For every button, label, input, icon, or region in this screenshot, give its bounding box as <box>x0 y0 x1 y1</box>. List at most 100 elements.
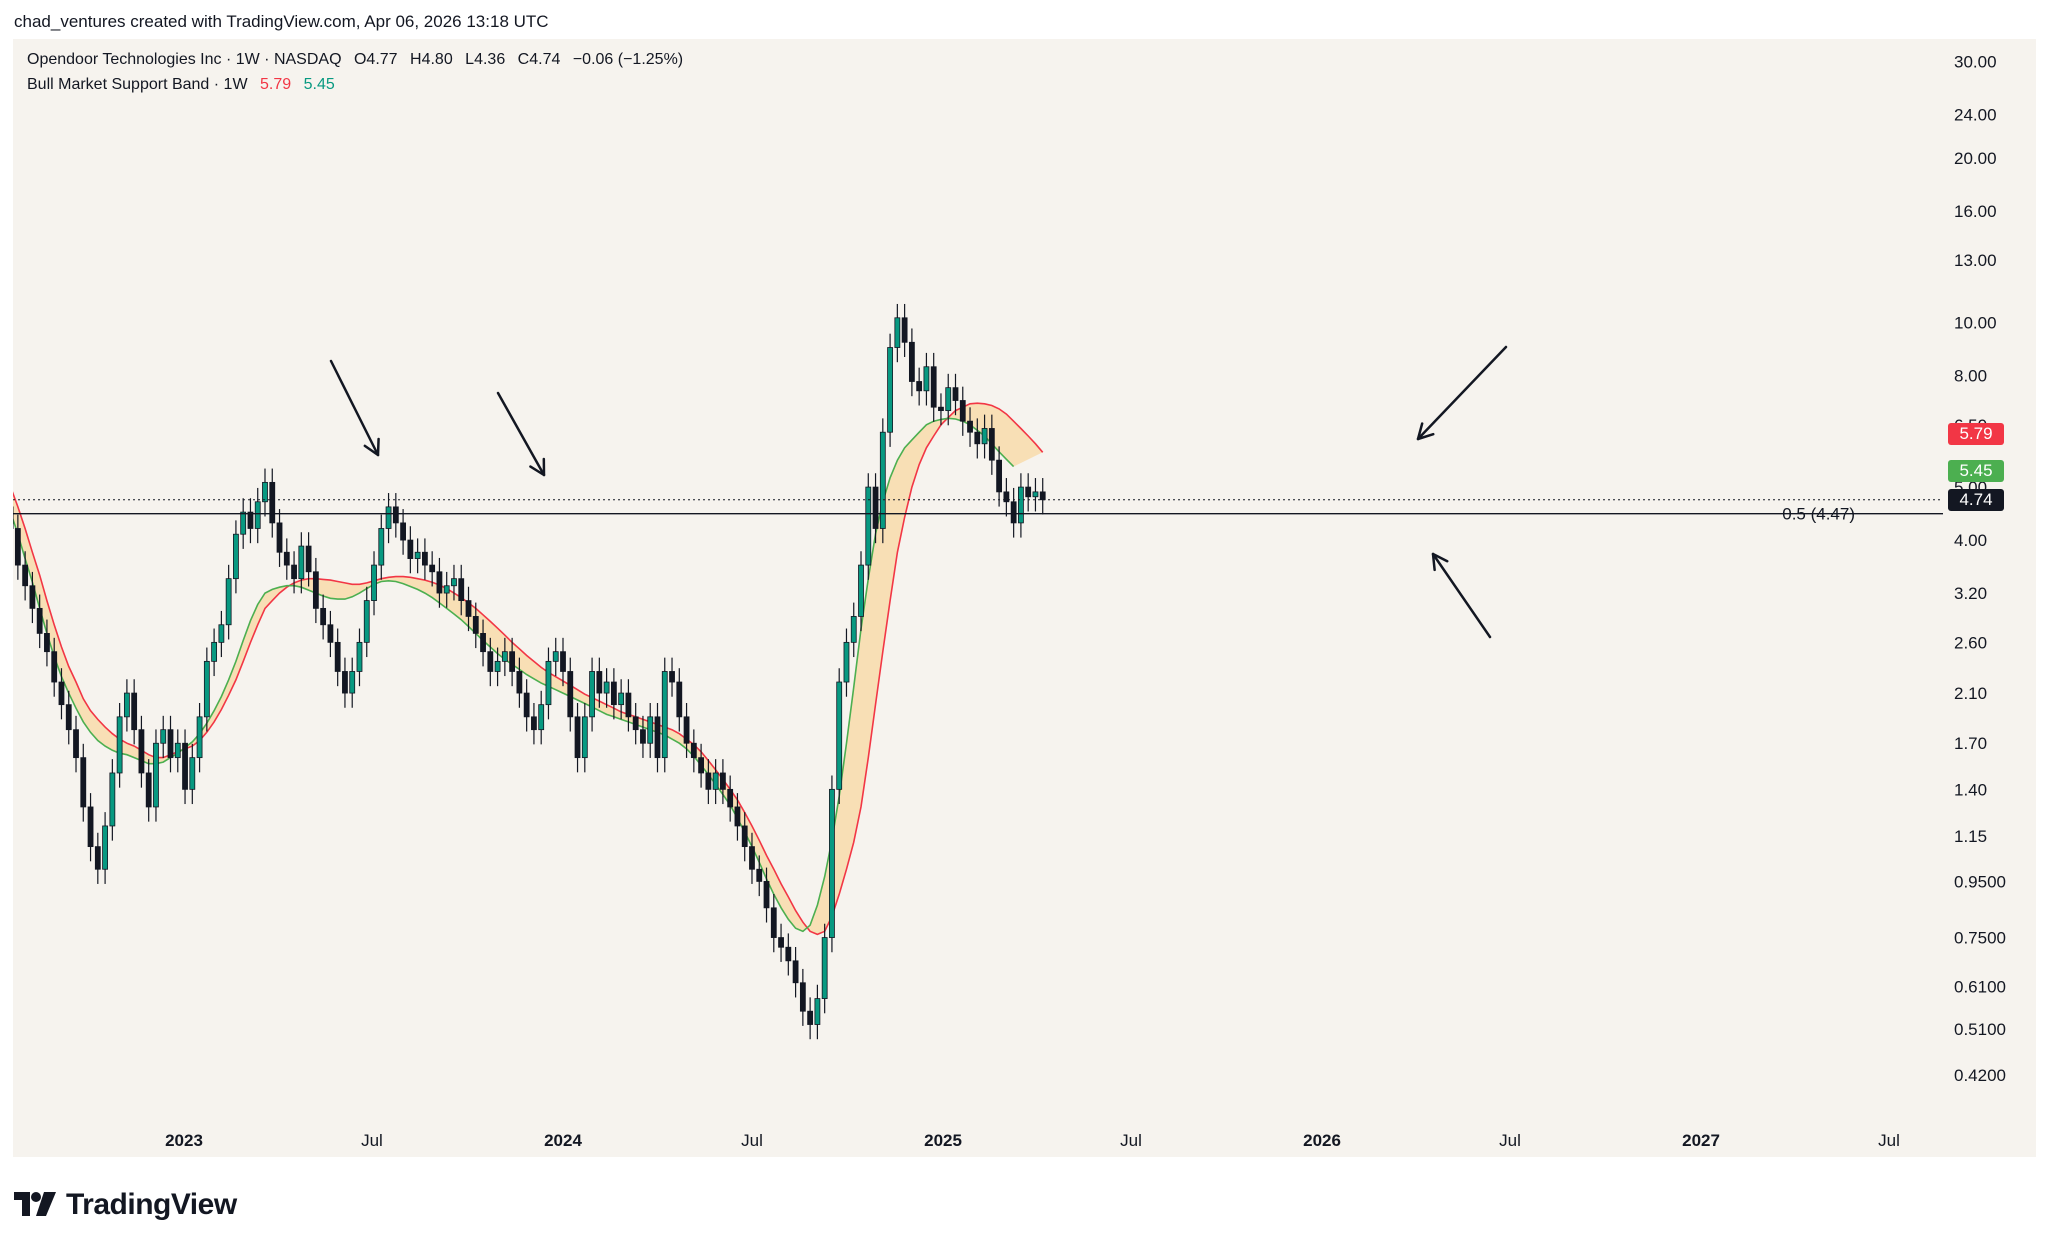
candle <box>574 703 581 773</box>
candle-body <box>945 387 952 412</box>
candle-body <box>145 772 152 808</box>
candle-body <box>850 616 857 643</box>
candle-body <box>523 692 530 718</box>
candle-body <box>1010 501 1017 524</box>
candle-body <box>451 578 457 587</box>
candle <box>44 619 50 667</box>
candle-body <box>574 716 581 759</box>
candle <box>472 602 479 649</box>
y-tick-label: 8.00 <box>1954 366 1987 385</box>
candle <box>283 538 290 580</box>
ohlc-change: −0.06 (−1.25%) <box>572 51 684 68</box>
arrow-head <box>1416 422 1435 441</box>
candle-body <box>894 317 901 348</box>
candle <box>814 984 821 1040</box>
candle-body <box>378 528 385 566</box>
x-tick-label: Jul <box>361 1131 383 1150</box>
candle-body <box>625 692 632 718</box>
candle <box>552 637 559 677</box>
candle-body <box>676 681 683 718</box>
candle-body <box>363 600 370 643</box>
candle <box>356 628 363 687</box>
candle-body <box>930 366 937 408</box>
candle <box>225 564 232 640</box>
chart-panel[interactable]: 0.5 (4.47) 30.00 24.00 20.00 16.00 13.00 10.0… <box>13 39 2036 1157</box>
candle-body <box>131 692 138 731</box>
candle-body <box>567 671 574 718</box>
candle-body <box>480 632 486 653</box>
candle <box>262 468 268 517</box>
candle <box>167 715 174 773</box>
candle-body <box>225 578 232 626</box>
candle-body <box>603 681 610 694</box>
symbol-title: Opendoor Technologies Inc · 1W · NASDAQ <box>27 51 342 68</box>
candle <box>908 328 915 397</box>
candle-body <box>908 341 915 382</box>
candle <box>305 532 312 587</box>
candle-body <box>276 522 283 553</box>
candle <box>843 628 850 697</box>
candle <box>458 564 465 616</box>
candle <box>720 759 726 805</box>
upper-band-line <box>13 402 1044 936</box>
annotation-arrow <box>329 359 380 457</box>
x-tick-label: 2027 <box>1682 1131 1720 1150</box>
candle-body <box>291 564 297 580</box>
candle-body <box>988 428 995 461</box>
attribution-header: chad_ventures created with TradingView.c… <box>14 12 549 31</box>
candle <box>778 923 784 962</box>
candle-body <box>705 772 712 790</box>
candle <box>334 628 341 687</box>
candle <box>981 414 988 459</box>
y-tick-label: 4.00 <box>1954 531 1987 550</box>
candle <box>29 571 36 624</box>
candle-body <box>981 428 988 445</box>
candle-body <box>974 431 981 445</box>
candle-body <box>371 564 377 601</box>
candle <box>610 668 617 720</box>
candlestick-chart[interactable]: 0.5 (4.47) 30.00 24.00 20.00 16.00 13.00 10.0… <box>13 39 2036 1157</box>
candle-body <box>741 825 748 848</box>
tradingview-logo-icon <box>14 1192 56 1216</box>
candle <box>661 657 668 773</box>
candle-body <box>102 825 108 870</box>
candle <box>1018 473 1024 538</box>
candle-body <box>254 501 261 529</box>
y-tick-label: 0.5100 <box>1954 1020 2006 1039</box>
candle <box>501 637 508 677</box>
candle <box>676 668 683 732</box>
candle <box>560 637 566 687</box>
candle <box>254 487 261 544</box>
candle-body <box>858 564 864 617</box>
candle <box>858 551 864 632</box>
candle-body <box>749 846 755 870</box>
candle-body <box>211 641 218 662</box>
candle-body <box>879 431 886 529</box>
candle <box>945 373 952 426</box>
candle-body <box>581 716 588 759</box>
tradingview-logo[interactable]: TradingView <box>14 1188 237 1222</box>
indicator-title: Bull Market Support Band · 1W <box>27 76 248 93</box>
candle <box>523 679 530 732</box>
candle <box>94 832 101 884</box>
x-tick-label: 2023 <box>165 1131 203 1150</box>
candle-body <box>334 641 341 672</box>
candle <box>690 729 697 773</box>
candle <box>654 703 661 773</box>
candle-body <box>160 729 167 744</box>
candle-body <box>421 551 428 566</box>
candle-body <box>531 716 537 731</box>
candle-body <box>109 772 116 827</box>
candle-body <box>51 651 58 683</box>
annotation-arrow <box>496 391 546 477</box>
candle-body <box>698 757 705 774</box>
candle-body <box>312 571 319 609</box>
candle <box>407 526 414 574</box>
candle-body <box>923 366 930 392</box>
candle <box>349 657 356 708</box>
candle-body <box>1039 491 1046 501</box>
candle-body <box>778 937 784 948</box>
candle <box>669 657 675 697</box>
candle <box>451 564 457 601</box>
candle <box>581 703 588 773</box>
